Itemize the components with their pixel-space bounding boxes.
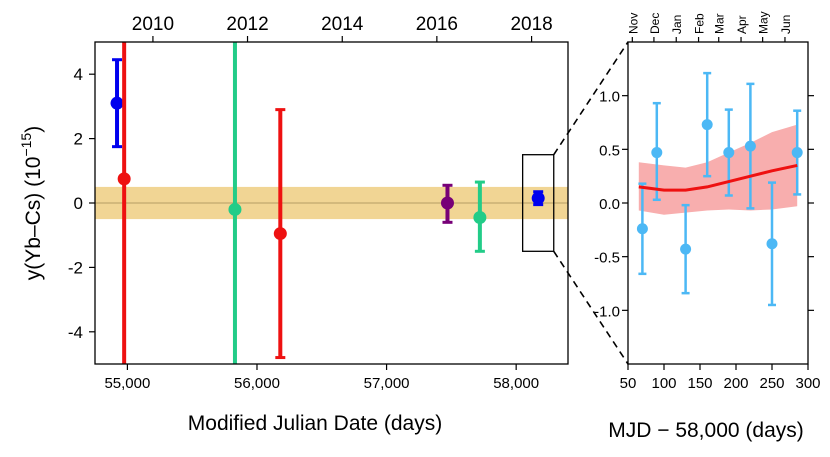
connector-top xyxy=(553,41,629,156)
y-tick-label: 0.5 xyxy=(599,142,620,159)
zoom-box xyxy=(521,154,555,252)
data-point xyxy=(473,180,487,253)
y-tick-label: 1.0 xyxy=(599,89,620,106)
x-tick-label: 100 xyxy=(651,375,676,392)
top-tick-label: 2014 xyxy=(321,14,364,35)
x-tick-label: 57,000 xyxy=(364,375,410,392)
y-tick-label: -0.5 xyxy=(594,250,620,267)
inset-axes: 50 100 150 200 250 300 -1.0 -0.5 0.0 0.5 1.0 Nov Dec… xyxy=(594,11,820,392)
data-point xyxy=(228,42,242,364)
zoom-connector-lines xyxy=(553,41,629,365)
point-marker xyxy=(791,147,803,159)
x-tick-label: 50 xyxy=(620,375,637,392)
top-tick-label: Jun xyxy=(779,15,793,34)
point-marker xyxy=(273,227,287,241)
data-point xyxy=(651,101,663,202)
x-tick-label: 200 xyxy=(723,375,748,392)
top-tick-label: 2012 xyxy=(226,14,268,35)
point-marker xyxy=(473,210,487,224)
y-tick-label: 4 xyxy=(74,65,83,84)
y-tick-label: 0.0 xyxy=(599,196,620,213)
main-axes: 55,000 56,000 57,000 58,000 -4 -2 0 2 4 2010 2012 2… xyxy=(68,14,553,392)
data-point xyxy=(440,183,454,224)
inset-chart: 50 100 150 200 250 300 -1.0 -0.5 0.0 0.5 1.0 Nov Dec… xyxy=(594,11,820,442)
data-point xyxy=(636,182,648,276)
point-marker xyxy=(701,119,713,131)
y-tick-label: -1.0 xyxy=(594,303,620,320)
data-point xyxy=(680,203,692,295)
point-marker xyxy=(744,140,756,152)
top-tick-label: Nov xyxy=(626,13,640,34)
point-marker xyxy=(766,238,778,250)
connector-bottom xyxy=(553,250,629,365)
x-tick-label: 56,000 xyxy=(234,375,280,392)
top-tick-label: May xyxy=(757,11,771,34)
top-tick-label: Feb xyxy=(693,13,707,34)
point-marker xyxy=(110,96,124,110)
y-tick-label: -2 xyxy=(68,258,83,277)
point-marker xyxy=(723,147,735,159)
x-tick-label: 300 xyxy=(795,375,820,392)
point-marker xyxy=(117,172,131,186)
x-tick-label: 250 xyxy=(759,375,784,392)
data-point xyxy=(531,190,545,207)
top-tick-label: Mar xyxy=(713,13,727,34)
point-marker xyxy=(651,147,663,159)
data-point xyxy=(117,42,131,364)
main-y-axis-label-exp: −15 xyxy=(18,133,34,157)
point-marker xyxy=(680,243,692,255)
top-tick-label: 2016 xyxy=(416,14,458,35)
top-tick-label: Apr xyxy=(735,15,749,34)
fit-confidence-band xyxy=(638,124,798,215)
data-point xyxy=(791,109,803,196)
data-point xyxy=(744,82,756,210)
point-marker xyxy=(531,191,545,205)
x-tick-label: 150 xyxy=(687,375,712,392)
point-marker xyxy=(440,196,454,210)
main-y-axis-label-main: y(Yb–Cs) (10 xyxy=(22,157,45,281)
main-plot-area xyxy=(95,42,568,364)
data-point xyxy=(273,108,287,360)
main-x-axis-label: Modified Julian Date (days) xyxy=(188,412,442,435)
fit-line xyxy=(638,163,798,192)
y-tick-label: 0 xyxy=(74,194,83,213)
top-tick-label: 2010 xyxy=(132,14,174,35)
point-marker xyxy=(228,202,242,216)
top-tick-label: 2018 xyxy=(510,14,552,35)
inset-plot-area xyxy=(636,71,803,307)
main-y-axis-label: y(Yb–Cs) (10−15) xyxy=(18,126,45,280)
y-tick-label: 2 xyxy=(74,130,83,149)
data-point xyxy=(701,71,713,178)
main-y-axis-label-tail: ) xyxy=(22,126,45,133)
main-chart: 55,000 56,000 57,000 58,000 -4 -2 0 2 4 2010 2012 2… xyxy=(18,14,569,435)
inset-x-axis-label: MJD − 58,000 (days) xyxy=(608,419,804,442)
x-tick-label: 55,000 xyxy=(104,375,150,392)
point-marker xyxy=(636,223,648,235)
data-point xyxy=(766,181,778,307)
top-tick-label: Jan xyxy=(670,15,684,34)
y-tick-label: -4 xyxy=(68,323,83,342)
data-point xyxy=(110,58,124,149)
x-tick-label: 58,000 xyxy=(493,375,539,392)
top-tick-label: Dec xyxy=(648,13,662,34)
